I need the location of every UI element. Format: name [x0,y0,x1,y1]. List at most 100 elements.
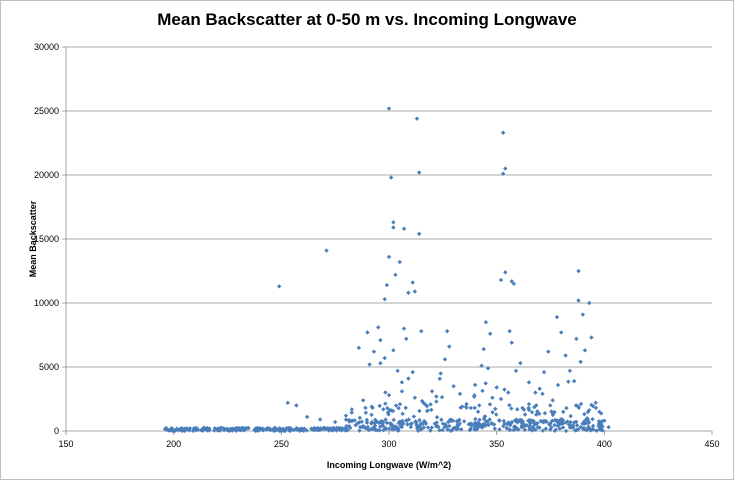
data-point [560,419,565,424]
data-point [566,422,572,427]
data-point [493,406,498,412]
data-point [428,402,433,407]
axes [62,46,713,435]
data-point [399,380,405,385]
data-point [318,427,324,432]
data-point [393,272,398,278]
data-point [477,403,482,408]
data-point [391,348,396,353]
data-point [498,396,504,402]
y-tick-label: 20000 [34,170,59,180]
data-point [456,422,462,427]
data-point [522,427,527,432]
data-point [365,424,371,430]
data-point [382,355,387,361]
data-point [555,382,561,388]
data-point [508,421,514,426]
data-point [383,417,388,422]
data-point [387,421,393,426]
data-point [576,268,581,274]
data-point [527,424,532,430]
data-point [332,419,338,425]
data-point [363,405,368,411]
data-point [442,357,448,362]
data-point [385,405,390,411]
data-point [529,409,535,415]
data-point [583,420,589,426]
data-point [466,422,471,427]
data-point [390,408,396,414]
data-point [399,389,405,394]
data-point [552,417,558,423]
data-point [387,408,393,413]
data-point [515,407,520,412]
data-point [588,428,594,433]
data-point [326,428,332,433]
data-point [519,421,525,426]
data-point [446,419,451,425]
data-point [560,425,566,430]
data-point [494,385,499,390]
data-point [467,427,473,433]
data-point [514,417,519,422]
data-point [481,416,487,422]
data-point [490,410,495,415]
data-point [412,289,418,294]
data-point [582,348,588,353]
data-point [180,428,185,434]
data-point [386,106,392,111]
data-point [416,231,422,237]
data-point [507,328,512,334]
data-point [454,419,459,424]
data-point [429,389,435,394]
data-point [360,423,366,429]
data-point [384,420,390,426]
data-point [598,423,603,428]
data-point [463,404,469,410]
data-point [419,328,424,334]
data-point [404,418,409,423]
data-point [486,422,491,428]
data-point [447,344,452,349]
data-point [502,421,507,427]
data-point [429,407,434,413]
data-point [487,417,492,422]
data-point [532,422,537,427]
data-point [264,426,269,431]
data-point [549,425,554,430]
data-point [401,226,407,231]
data-point [526,380,532,385]
data-point [380,419,386,425]
data-point [549,409,555,415]
data-point [267,426,273,432]
data-point [299,427,304,433]
data-point [304,428,309,433]
data-point [596,424,602,429]
data-point [438,371,443,376]
data-point [507,427,512,433]
data-point [481,346,486,352]
data-point [502,387,507,392]
y-tick-label: 10000 [34,298,59,308]
data-point [257,426,262,431]
data-point [472,405,477,411]
data-point [390,427,395,432]
x-tick-label: 150 [58,439,73,449]
data-point [451,426,456,431]
data-point [357,428,362,433]
data-point [546,349,551,354]
data-point [357,420,362,425]
data-point [437,376,442,382]
data-point [541,369,547,375]
data-point [369,421,374,426]
data-point [434,415,440,420]
data-point [492,426,497,431]
data-point [384,282,390,288]
data-point [406,290,411,295]
data-point [575,403,581,409]
data-point [468,405,474,411]
y-axis-title: Mean Backscatter [28,200,38,277]
data-point [353,422,358,428]
x-tick-label: 350 [489,439,504,449]
data-point [451,384,456,389]
